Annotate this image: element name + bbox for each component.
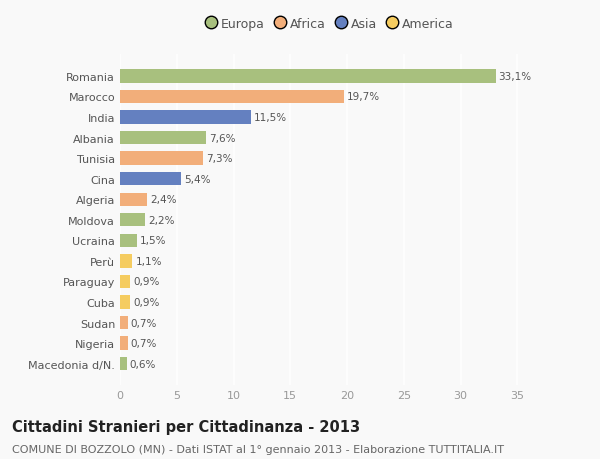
Text: 1,1%: 1,1% <box>136 256 162 266</box>
Text: 0,6%: 0,6% <box>130 359 156 369</box>
Bar <box>120 234 137 247</box>
Bar <box>120 193 147 207</box>
Text: 5,4%: 5,4% <box>184 174 211 185</box>
Bar <box>120 70 496 84</box>
Bar <box>120 213 145 227</box>
Text: 1,5%: 1,5% <box>140 236 166 246</box>
Text: 7,3%: 7,3% <box>206 154 232 164</box>
Text: 0,7%: 0,7% <box>131 338 157 348</box>
Bar <box>120 111 251 124</box>
Bar <box>120 90 344 104</box>
Bar <box>120 357 127 370</box>
Text: Cittadini Stranieri per Cittadinanza - 2013: Cittadini Stranieri per Cittadinanza - 2… <box>12 419 360 434</box>
Text: COMUNE DI BOZZOLO (MN) - Dati ISTAT al 1° gennaio 2013 - Elaborazione TUTTITALIA: COMUNE DI BOZZOLO (MN) - Dati ISTAT al 1… <box>12 444 504 454</box>
Bar <box>120 255 133 268</box>
Text: 2,4%: 2,4% <box>150 195 176 205</box>
Bar <box>120 337 128 350</box>
Text: 7,6%: 7,6% <box>209 133 236 143</box>
Text: 0,9%: 0,9% <box>133 277 160 287</box>
Text: 11,5%: 11,5% <box>253 113 287 123</box>
Bar <box>120 275 130 289</box>
Bar <box>120 152 203 165</box>
Text: 19,7%: 19,7% <box>346 92 380 102</box>
Bar <box>120 316 128 330</box>
Bar <box>120 173 181 186</box>
Text: 0,9%: 0,9% <box>133 297 160 308</box>
Bar <box>120 296 130 309</box>
Text: 0,7%: 0,7% <box>131 318 157 328</box>
Text: 33,1%: 33,1% <box>499 72 532 82</box>
Text: 2,2%: 2,2% <box>148 215 175 225</box>
Legend: Europa, Africa, Asia, America: Europa, Africa, Asia, America <box>203 15 457 33</box>
Bar <box>120 132 206 145</box>
